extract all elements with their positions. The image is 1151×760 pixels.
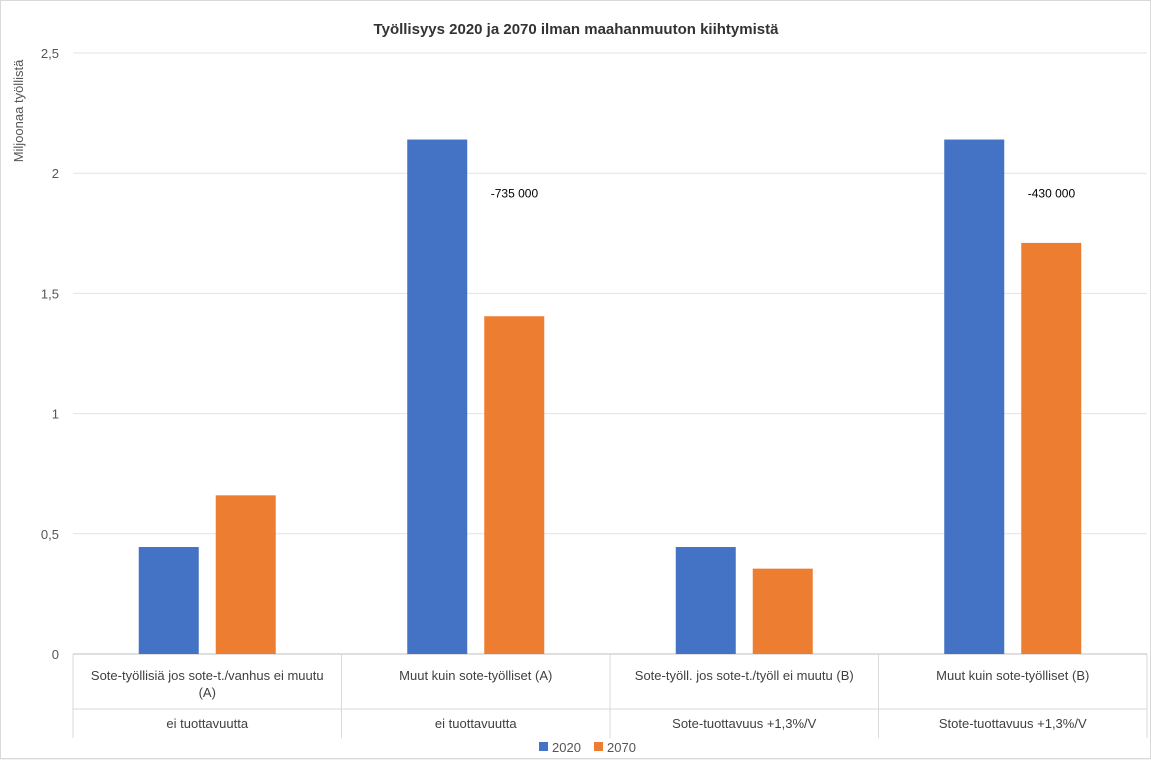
legend-label: 2020 — [552, 740, 581, 755]
group-label: Sote-tuottavuus +1,3%/V — [672, 716, 817, 731]
bar-2020-2 — [407, 139, 468, 654]
category-label: Muut kuin sote-työlliset (A) — [399, 668, 552, 683]
legend: 2020 2070 — [539, 740, 636, 755]
y-tick-label: 2,5 — [41, 46, 59, 61]
y-tick-label: 0,5 — [41, 527, 59, 542]
legend-label: 2070 — [607, 740, 636, 755]
chart-title: Työllisyys 2020 ja 2070 ilman maahanmuut… — [374, 21, 780, 38]
bar-2020-1 — [138, 547, 199, 654]
bar-2020-3 — [675, 547, 736, 654]
difference-annotation: -735 000 — [491, 186, 539, 200]
group-label: ei tuottavuutta — [435, 716, 517, 731]
x-axis: Sote-työllisiä jos sote-t./vanhus ei muu… — [72, 654, 1148, 738]
bar-2070-4 — [1021, 242, 1082, 654]
legend-swatch — [539, 742, 548, 751]
y-axis-title: Miljoonaa työllistä — [11, 59, 26, 162]
bar-2070-2 — [484, 316, 545, 654]
bar-2020-4 — [944, 139, 1005, 654]
legend-swatch — [594, 742, 603, 751]
bar-2070-1 — [215, 495, 276, 654]
group-label: ei tuottavuutta — [166, 716, 248, 731]
difference-annotation: -430 000 — [1028, 186, 1076, 200]
y-tick-label: 1 — [52, 407, 59, 422]
annotations: -735 000 -430 000 — [491, 186, 1076, 200]
bars — [138, 139, 1082, 654]
y-axis: 0 0,5 1 1,5 2 2,5 — [41, 46, 59, 662]
group-label: Stote-tuottavuus +1,3%/V — [939, 716, 1087, 731]
category-label-line2: (A) — [199, 685, 216, 700]
y-tick-label: 2 — [52, 166, 59, 181]
bar-2070-3 — [752, 568, 813, 654]
category-label: Sote-työll. jos sote-t./työll ei muutu (… — [635, 668, 854, 683]
y-tick-label: 0 — [52, 647, 59, 662]
category-label: Sote-työllisiä jos sote-t./vanhus ei muu… — [91, 668, 324, 683]
y-tick-label: 1,5 — [41, 286, 59, 301]
category-label: Muut kuin sote-työlliset (B) — [936, 668, 1089, 683]
